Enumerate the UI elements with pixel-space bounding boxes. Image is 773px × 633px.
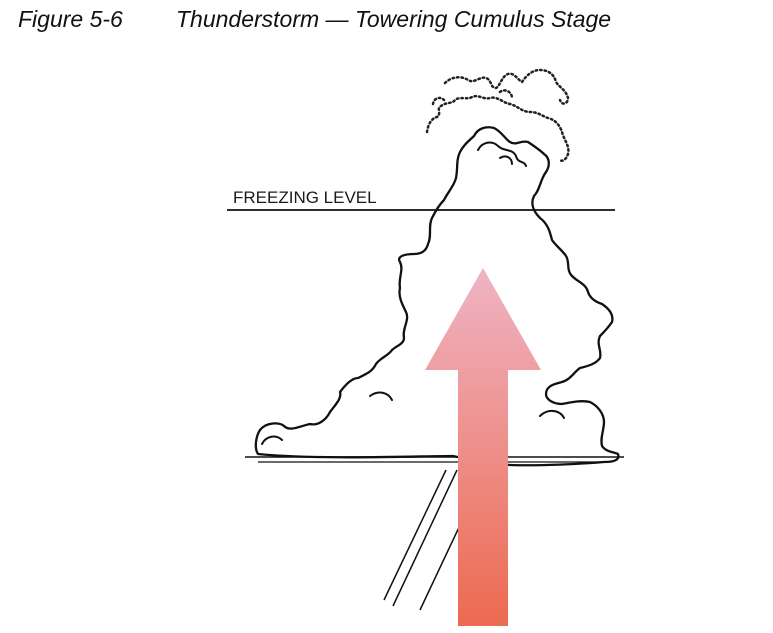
figure-caption: Figure 5-6 Thunderstorm — Towering Cumulu… (18, 6, 611, 33)
updraft-arrow (425, 268, 541, 626)
freezing-level-label: FREEZING LEVEL (233, 188, 377, 207)
rain-streak (392, 469, 458, 607)
rain-streak (383, 469, 447, 601)
cumulus-cloud-outline (254, 126, 620, 467)
anvil-crest-outline (443, 68, 570, 105)
figure-title: Thunderstorm — Towering Cumulus Stage (176, 6, 612, 32)
cloud-billow-detail (261, 141, 565, 445)
anvil-top-outline (425, 94, 570, 162)
figure-number: Figure 5-6 (18, 6, 123, 32)
anvil-side-outline (431, 89, 514, 106)
